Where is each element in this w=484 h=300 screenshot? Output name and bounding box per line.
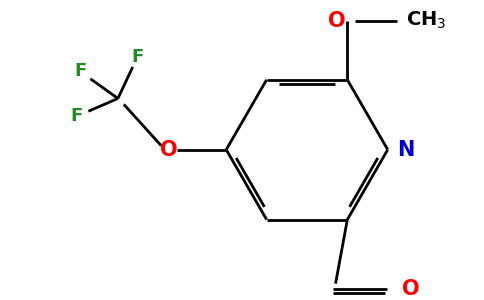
- Text: O: O: [402, 278, 419, 298]
- Text: F: F: [75, 62, 87, 80]
- Text: F: F: [132, 48, 144, 66]
- Text: O: O: [328, 11, 346, 31]
- Text: CH$_3$: CH$_3$: [407, 10, 447, 31]
- Text: O: O: [160, 140, 178, 160]
- Text: F: F: [71, 107, 83, 125]
- Text: N: N: [397, 140, 415, 160]
